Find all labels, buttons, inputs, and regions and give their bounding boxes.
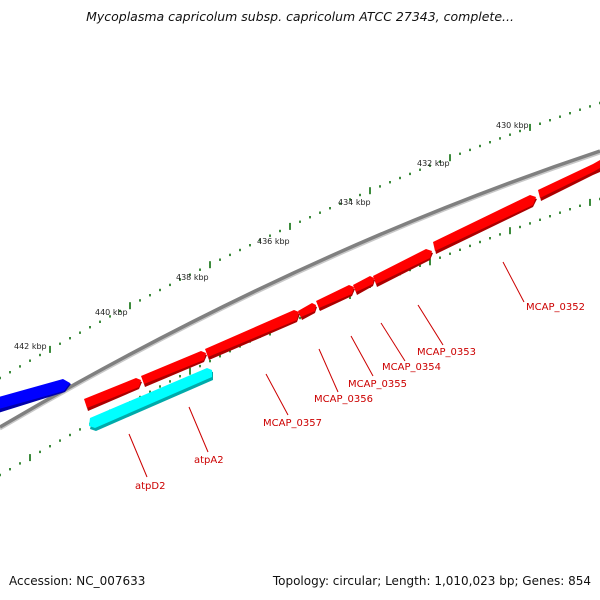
gene-label-atpD2[interactable]: atpD2 — [135, 481, 165, 492]
blue-feature — [0, 379, 71, 413]
map-title: Mycoplasma capricolum subsp. capricolum … — [86, 9, 514, 24]
gene-atpA2[interactable] — [141, 351, 207, 387]
gene-MCAP_0355[interactable] — [316, 285, 355, 311]
gene-MCAP_0357[interactable] — [205, 310, 300, 360]
leader-atpD2 — [128, 433, 148, 478]
gene-label-MCAP_0356[interactable]: MCAP_0356 — [314, 394, 373, 405]
gene-MCAP_0352[interactable] — [538, 160, 600, 201]
accession-text: Accession: NC_007633 — [9, 574, 146, 588]
scale-label-434: 434 kbp — [338, 198, 371, 207]
scale-label-430: 430 kbp — [496, 121, 529, 130]
gene-atpD2[interactable] — [89, 368, 213, 431]
inner-tick-ring — [0, 197, 600, 477]
leader-MCAP_0356 — [318, 348, 339, 393]
leader-MCAP_0355 — [350, 335, 374, 377]
scale-label-440: 440 kbp — [95, 308, 128, 317]
gene-label-MCAP_0355[interactable]: MCAP_0355 — [348, 379, 407, 390]
scale-label-442: 442 kbp — [14, 342, 47, 351]
leader-MCAP_0357 — [265, 373, 289, 416]
leader-MCAP_0354 — [380, 322, 406, 362]
scale-label-438: 438 kbp — [176, 273, 209, 282]
gene-MCAP_0352b[interactable] — [433, 195, 537, 254]
genome-summary-text: Topology: circular; Length: 1,010,023 bp… — [272, 574, 591, 588]
leader-MCAP_0352 — [502, 261, 525, 303]
gene-MCAP_0356[interactable] — [298, 303, 317, 320]
gene-label-atpA2[interactable]: atpA2 — [194, 455, 224, 466]
gene-MCAP_0354[interactable] — [353, 276, 375, 295]
outer-tick-ring — [0, 101, 600, 380]
genome-backbone — [0, 149, 600, 429]
scale-label-436: 436 kbp — [257, 237, 290, 246]
scale-label-432: 432 kbp — [417, 159, 450, 168]
leader-MCAP_0353 — [417, 304, 444, 346]
gene-atpA2-left[interactable] — [84, 378, 142, 411]
gene-label-MCAP_0353[interactable]: MCAP_0353 — [417, 347, 476, 358]
leader-atpA2 — [188, 406, 209, 453]
gene-label-MCAP_0357[interactable]: MCAP_0357 — [263, 418, 322, 429]
genome-backbone-shadow — [0, 151, 600, 431]
gene-label-MCAP_0354[interactable]: MCAP_0354 — [382, 362, 441, 373]
gene-MCAP_0353[interactable] — [373, 249, 433, 287]
gene-label-MCAP_0352[interactable]: MCAP_0352 — [526, 302, 585, 313]
